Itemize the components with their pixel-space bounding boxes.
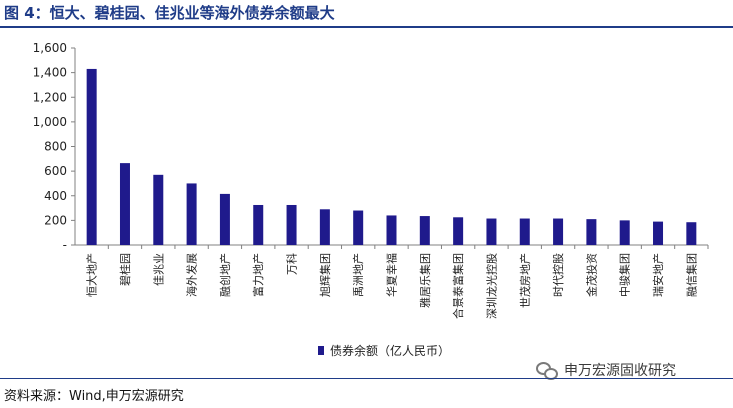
x-tick-label: 中骏集团: [618, 253, 632, 297]
x-tick-label: 华夏幸福: [385, 253, 399, 297]
y-tick-label: 1,200: [33, 90, 67, 104]
watermark: 申万宏源固收研究: [536, 360, 676, 380]
bar: [619, 220, 630, 245]
x-tick-label: 富力地产: [251, 253, 265, 297]
x-tick-label: 金茂投资: [584, 253, 598, 297]
y-tick-label: 1,000: [33, 115, 67, 129]
bar: [353, 210, 364, 245]
bar: [553, 218, 564, 245]
bar-chart: - 200 400 600 800 1,000 1,200 1,400 1,600 恒大地产 碧桂园…: [0, 30, 733, 375]
bar: [386, 215, 397, 245]
bar: [319, 209, 330, 245]
x-tick-label: 海外发展: [185, 253, 199, 297]
bar: [586, 219, 597, 245]
bar: [186, 183, 197, 245]
bar: [219, 193, 230, 245]
y-tick-label: -: [63, 238, 67, 252]
bar: [286, 204, 297, 245]
x-tick-label: 碧桂园: [118, 253, 132, 286]
x-tick-label: 旭辉集团: [318, 253, 332, 297]
bar: [419, 216, 430, 245]
y-tick-label: 600: [44, 164, 67, 178]
y-tick-label: 1,600: [33, 41, 67, 55]
x-tick-label: 禹洲地产: [351, 253, 365, 297]
x-tick-label: 时代控股: [551, 253, 565, 297]
bar: [519, 218, 530, 245]
y-tick-label: 1,400: [33, 66, 67, 80]
wechat-icon: [536, 361, 558, 380]
x-tick-label: 融信集团: [684, 253, 698, 297]
bar: [153, 174, 164, 245]
watermark-text: 申万宏源固收研究: [564, 363, 676, 379]
legend-label: 债券余额（亿人民币）: [330, 343, 450, 358]
bar: [86, 68, 97, 246]
x-tick-label: 恒大地产: [85, 253, 99, 297]
x-tick-label: 合景泰富集团: [451, 253, 465, 319]
y-tick-label: 200: [44, 213, 67, 227]
x-tick-label: 融创地产: [218, 253, 232, 297]
x-tick-label: 佳兆业: [151, 253, 165, 286]
bar: [453, 217, 464, 245]
source-divider: [0, 378, 733, 379]
x-tick-label: 雅居乐集团: [418, 253, 432, 308]
bar-chart-svg: - 200 400 600 800 1,000 1,200 1,400 1,600 恒大地产 碧桂园…: [33, 41, 709, 358]
y-tick-label: 400: [44, 189, 67, 203]
x-tick-label: 瑞安地产: [651, 253, 665, 297]
source-note: 资料来源：Wind,申万宏源研究: [4, 389, 184, 404]
y-tick-label: 800: [44, 140, 67, 154]
bar: [686, 222, 697, 245]
legend-swatch: [318, 346, 324, 355]
x-tick-label: 深圳龙光控股: [484, 253, 498, 319]
x-tick-label: 万科: [285, 253, 299, 275]
x-tick-label: 世茂房地产: [518, 253, 532, 308]
title-divider: [0, 26, 733, 28]
bar: [653, 221, 664, 245]
bar: [253, 204, 264, 245]
bar: [119, 163, 130, 245]
bar: [486, 218, 497, 245]
chart-title: 图 4：恒大、碧桂园、佳兆业等海外债券余额最大: [4, 4, 335, 22]
